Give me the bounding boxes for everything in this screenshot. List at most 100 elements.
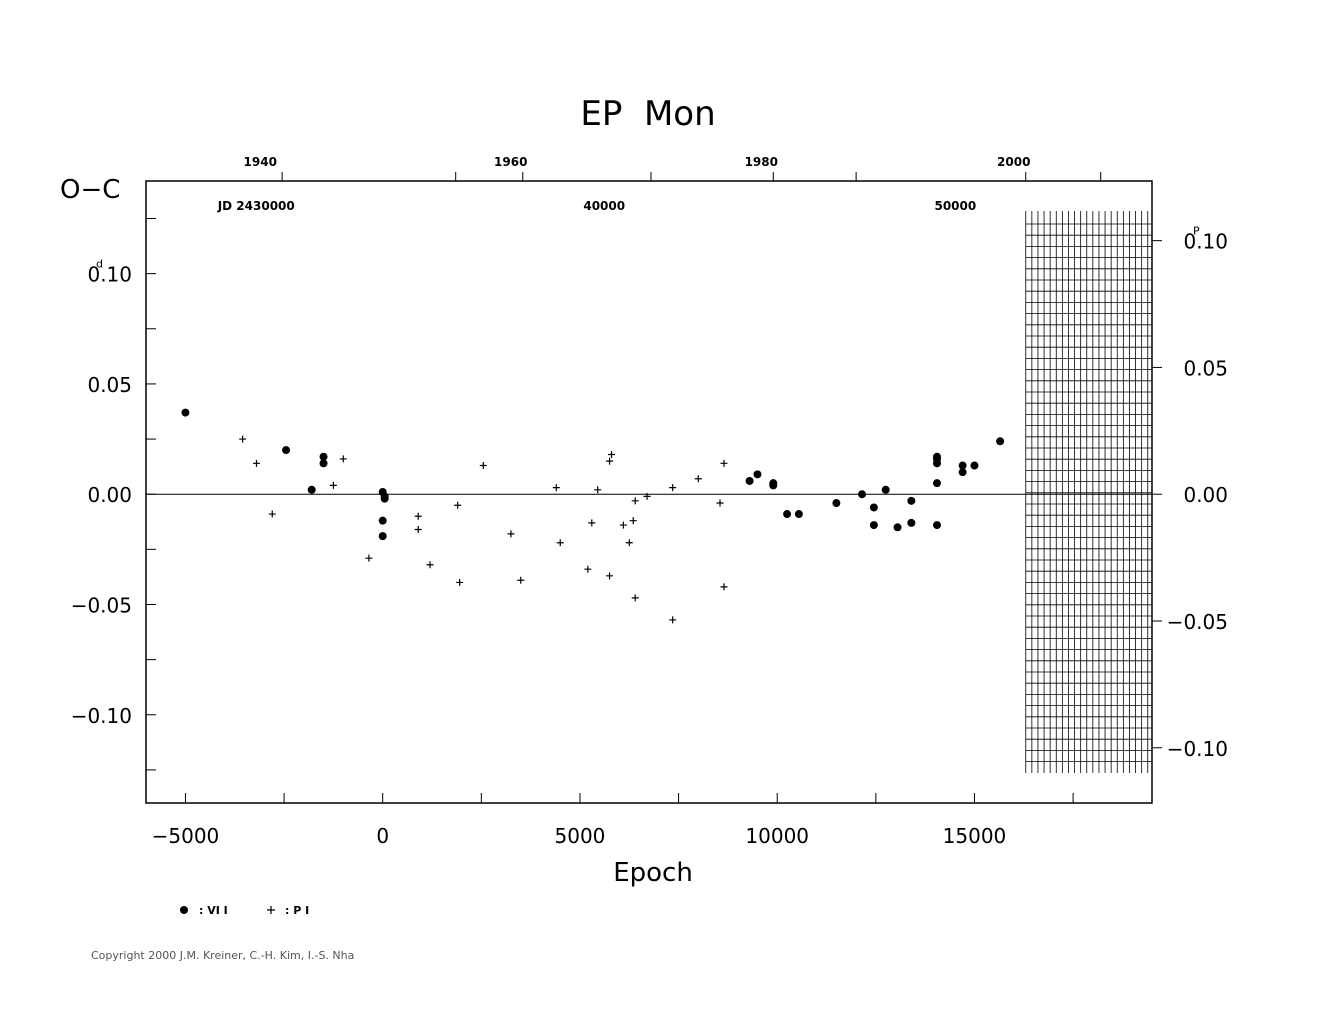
data-point-vi (932, 459, 941, 468)
data-point-pi (507, 530, 515, 538)
data-point-pi (268, 510, 276, 518)
data-point-vi (881, 485, 890, 494)
y-unit-left: d (96, 258, 103, 271)
data-point-pi (456, 578, 464, 586)
data-point-pi (339, 455, 347, 463)
data-point-pi (629, 517, 637, 525)
data-point-vi (893, 523, 902, 532)
data-point-pi (720, 459, 728, 467)
top-year-label: 1960 (494, 155, 527, 169)
data-point-pi (631, 594, 639, 602)
legend-label-pi: : P I (285, 904, 309, 917)
legend-dot-marker (180, 906, 188, 914)
data-point-vi (958, 461, 967, 470)
x-tick-label: 5000 (555, 824, 606, 848)
data-point-vi (378, 532, 387, 541)
data-point-pi (479, 462, 487, 470)
y-tick-label-left: 0.00 (87, 483, 132, 507)
y-axis-label-left: O−C (60, 175, 120, 205)
data-point-pi (556, 539, 564, 547)
data-point-pi (720, 583, 728, 591)
data-point-pi (594, 486, 602, 494)
legend-plus-marker (267, 906, 275, 914)
data-point-vi (319, 459, 328, 468)
y-tick-label-right: −0.05 (1167, 610, 1228, 634)
data-point-pi (552, 484, 560, 492)
y-tick-label-left: 0.05 (87, 373, 132, 397)
top-year-label: 1980 (745, 155, 778, 169)
data-point-pi (252, 459, 260, 467)
data-point-vi (380, 494, 389, 503)
jd-label: JD 2430000 (217, 199, 295, 213)
data-point-vi (932, 479, 941, 488)
future-hatch-region (1025, 211, 1152, 773)
jd-label: 40000 (583, 199, 625, 213)
data-point-pi (239, 435, 247, 443)
data-point-pi (454, 501, 462, 509)
data-point-pi (608, 451, 616, 459)
plot-frame-layer: 0.100.050.00−0.05−0.10d0.100.050.00−0.05… (71, 155, 1228, 848)
data-point-pi (619, 521, 627, 529)
chart-title: EP Mon (580, 94, 715, 134)
copyright-text: Copyright 2000 J.M. Kreiner, C.-H. Kim, … (91, 949, 355, 962)
y-tick-label-right: 0.05 (1183, 356, 1228, 380)
legend-label-vi: : VI I (199, 904, 228, 917)
data-point-pi (414, 512, 422, 520)
data-point-pi (426, 561, 434, 569)
x-tick-label: 15000 (943, 824, 1007, 848)
data-point-pi (365, 554, 373, 562)
data-point-pi (643, 492, 651, 500)
data-point-pi (329, 481, 337, 489)
data-point-pi (584, 565, 592, 573)
data-point-vi (996, 437, 1005, 446)
data-point-vi (869, 503, 878, 512)
data-point-vi (858, 490, 867, 499)
top-year-label: 2000 (997, 155, 1030, 169)
data-point-vi (745, 476, 754, 485)
y-tick-label-right: 0.00 (1183, 483, 1228, 507)
data-point-vi (869, 521, 878, 530)
x-tick-label: 0 (376, 824, 389, 848)
x-axis-label: Epoch (613, 858, 693, 888)
y-unit-right: P (1193, 225, 1200, 238)
data-point-vi (282, 446, 291, 455)
data-point-vi (307, 485, 316, 494)
legend: : VI I : P I (180, 904, 309, 917)
y-tick-label-left: −0.05 (71, 593, 132, 617)
data-point-vi (753, 470, 762, 479)
data-point-vi (907, 496, 916, 505)
y-tick-label-right: 0.10 (1183, 230, 1228, 254)
data-point-vi (832, 499, 841, 508)
chart-text-layer: EP Mon O−C Epoch (60, 94, 716, 888)
data-point-vi (907, 518, 916, 527)
data-point-vi (378, 516, 387, 525)
x-tick-label: 10000 (745, 824, 809, 848)
data-point-pi (414, 525, 422, 533)
data-point-vi (794, 510, 803, 519)
data-point-pi (716, 499, 724, 507)
data-point-pi (631, 497, 639, 505)
data-point-vi (319, 452, 328, 461)
data-point-vi (769, 481, 778, 490)
data-point-vi (970, 461, 979, 470)
data-point-pi (669, 484, 677, 492)
y-tick-label-left: −0.10 (71, 704, 132, 728)
y-tick-label-right: −0.10 (1167, 737, 1228, 761)
data-point-pi (606, 457, 614, 465)
data-point-pi (588, 519, 596, 527)
data-point-pi (517, 576, 525, 584)
top-year-label: 1940 (244, 155, 277, 169)
data-point-pi (625, 539, 633, 547)
data-point-pi (606, 572, 614, 580)
plot-border (145, 180, 1153, 804)
data-point-vi (958, 468, 967, 477)
data-point-vi (783, 510, 792, 519)
data-point-vi (932, 521, 941, 530)
y-tick-label-left: 0.10 (87, 263, 132, 287)
jd-label: 50000 (934, 199, 976, 213)
data-point-pi (669, 616, 677, 624)
x-tick-label: −5000 (152, 824, 220, 848)
data-points-layer (181, 408, 1005, 624)
data-point-pi (694, 475, 702, 483)
